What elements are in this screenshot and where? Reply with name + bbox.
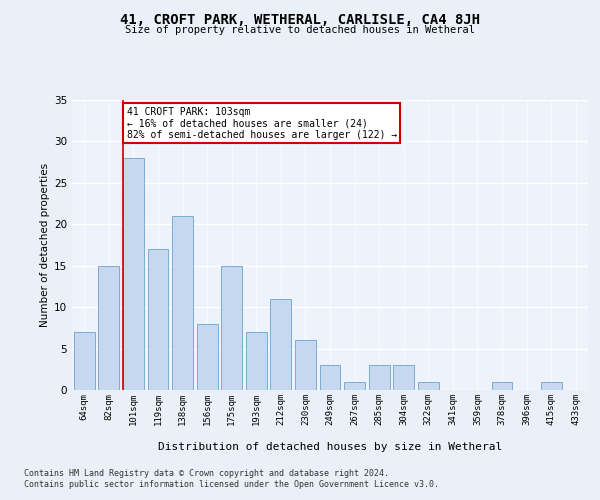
Bar	[393, 365, 414, 390]
Text: Contains public sector information licensed under the Open Government Licence v3: Contains public sector information licen…	[24, 480, 439, 489]
Bar	[148, 249, 169, 390]
Bar	[368, 365, 389, 390]
Text: Size of property relative to detached houses in Wetheral: Size of property relative to detached ho…	[125, 25, 475, 35]
Y-axis label: Number of detached properties: Number of detached properties	[40, 163, 50, 327]
Bar	[418, 382, 439, 390]
Bar	[172, 216, 193, 390]
Text: 41 CROFT PARK: 103sqm
← 16% of detached houses are smaller (24)
82% of semi-deta: 41 CROFT PARK: 103sqm ← 16% of detached …	[127, 106, 397, 140]
Text: Distribution of detached houses by size in Wetheral: Distribution of detached houses by size …	[158, 442, 502, 452]
Bar	[246, 332, 267, 390]
Bar	[74, 332, 95, 390]
Bar	[491, 382, 512, 390]
Bar	[541, 382, 562, 390]
Bar	[344, 382, 365, 390]
Bar	[295, 340, 316, 390]
Bar	[221, 266, 242, 390]
Text: 41, CROFT PARK, WETHERAL, CARLISLE, CA4 8JH: 41, CROFT PARK, WETHERAL, CARLISLE, CA4 …	[120, 12, 480, 26]
Text: Contains HM Land Registry data © Crown copyright and database right 2024.: Contains HM Land Registry data © Crown c…	[24, 468, 389, 477]
Bar	[98, 266, 119, 390]
Bar	[320, 365, 340, 390]
Bar	[197, 324, 218, 390]
Bar	[123, 158, 144, 390]
Bar	[271, 299, 292, 390]
